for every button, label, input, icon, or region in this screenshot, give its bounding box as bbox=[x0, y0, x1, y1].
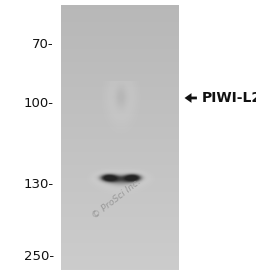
Text: 100-: 100- bbox=[24, 97, 54, 110]
Text: 250-: 250- bbox=[24, 250, 54, 263]
Text: PIWI-L2: PIWI-L2 bbox=[202, 91, 256, 105]
Text: 130-: 130- bbox=[24, 178, 54, 192]
Text: 70-: 70- bbox=[32, 38, 54, 51]
Text: © ProSci Inc.: © ProSci Inc. bbox=[91, 177, 142, 221]
